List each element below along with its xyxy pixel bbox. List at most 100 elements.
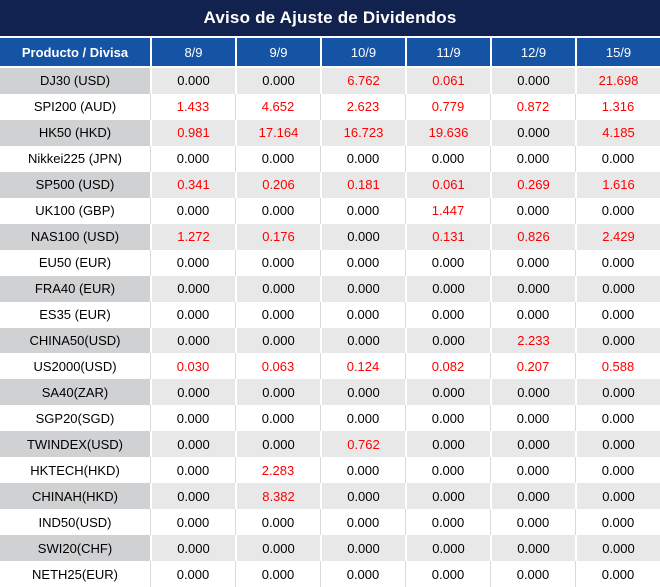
value-cell: 8.382 [235, 483, 320, 510]
value-cell: 19.636 [405, 119, 490, 146]
value-cell: 2.429 [575, 223, 660, 250]
value-cell: 0.000 [490, 535, 575, 562]
product-cell: NETH25(EUR) [32, 566, 118, 582]
product-cell: FRA40 (EUR) [0, 275, 150, 302]
value-cell: 0.000 [320, 561, 405, 587]
value-cell: 0.000 [405, 509, 490, 536]
value-cell: 0.000 [405, 535, 490, 562]
value-cell: 0.000 [320, 197, 405, 224]
value-cell: 0.000 [575, 561, 660, 587]
column-header-date-3: 10/9 [320, 38, 405, 66]
value-cell: 6.762 [320, 68, 405, 94]
table-body: DJ30 (USD) 0.000 0.000 6.762 0.061 0.000 21.69… [0, 68, 660, 587]
value-cell: 0.000 [405, 327, 490, 354]
value-cell: 0.176 [235, 223, 320, 250]
value-cell: 0.000 [235, 327, 320, 354]
value-cell: 0.082 [405, 353, 490, 380]
value-cell: 0.000 [320, 405, 405, 432]
value-cell: 0.000 [150, 249, 235, 276]
value-cell: 0.872 [490, 93, 575, 120]
value-cell: 0.000 [150, 535, 235, 562]
column-header-date-1: 8/9 [150, 38, 235, 66]
table-row: FRA40 (EUR) 0.000 0.000 0.000 0.000 0.000 0.00… [0, 275, 660, 302]
value-cell: 0.000 [150, 509, 235, 536]
product-cell: ES35 (EUR) [39, 307, 111, 323]
table-row: SGP20(SGD) 0.000 0.000 0.000 0.000 0.000 0.000 [0, 405, 660, 432]
page-title: Aviso de Ajuste de Dividendos [0, 0, 660, 38]
value-cell: 0.000 [235, 68, 320, 94]
value-cell: 0.000 [575, 379, 660, 406]
product-cell: Nikkei225 (JPN) [28, 151, 122, 167]
value-cell: 0.030 [150, 353, 235, 380]
value-cell: 2.623 [320, 93, 405, 120]
value-cell: 0.000 [490, 145, 575, 172]
value-cell: 0.061 [405, 171, 490, 198]
value-cell: 0.000 [575, 145, 660, 172]
value-cell: 0.000 [235, 275, 320, 302]
value-cell: 0.000 [150, 301, 235, 328]
value-cell: 0.000 [235, 301, 320, 328]
value-cell: 0.000 [320, 535, 405, 562]
value-cell: 0.000 [490, 431, 575, 458]
value-cell: 0.981 [150, 119, 235, 146]
value-cell: 0.000 [405, 275, 490, 302]
value-cell: 0.269 [490, 171, 575, 198]
value-cell: 0.000 [320, 327, 405, 354]
value-cell: 0.000 [490, 379, 575, 406]
table-header-row: Producto / Divisa 8/9 9/9 10/9 11/9 12/9… [0, 38, 660, 68]
value-cell: 0.000 [575, 431, 660, 458]
product-cell: SGP20(SGD) [35, 410, 115, 426]
value-cell: 0.000 [235, 379, 320, 406]
value-cell: 0.000 [320, 379, 405, 406]
product-cell: CHINA50(USD) [0, 327, 150, 354]
column-header-date-6: 15/9 [575, 38, 660, 66]
value-cell: 0.063 [235, 353, 320, 380]
value-cell: 0.000 [405, 561, 490, 587]
value-cell: 0.826 [490, 223, 575, 250]
value-cell: 0.000 [490, 68, 575, 94]
value-cell: 4.185 [575, 119, 660, 146]
value-cell: 0.000 [235, 509, 320, 536]
value-cell: 1.433 [150, 93, 235, 120]
value-cell: 0.000 [405, 483, 490, 510]
value-cell: 0.000 [490, 509, 575, 536]
value-cell: 0.000 [320, 457, 405, 484]
value-cell: 4.652 [235, 93, 320, 120]
product-cell: SWI20(CHF) [0, 535, 150, 562]
table-row: HKTECH(HKD) 0.000 2.283 0.000 0.000 0.000 0.00… [0, 457, 660, 484]
value-cell: 0.000 [235, 561, 320, 587]
value-cell: 1.316 [575, 93, 660, 120]
value-cell: 0.000 [405, 379, 490, 406]
column-header-product: Producto / Divisa [21, 44, 129, 60]
value-cell: 0.000 [150, 197, 235, 224]
value-cell: 0.000 [405, 249, 490, 276]
table-row: SP500 (USD) 0.341 0.206 0.181 0.061 0.269 1.61… [0, 171, 660, 198]
value-cell: 0.000 [575, 457, 660, 484]
value-cell: 0.000 [150, 145, 235, 172]
table-row: UK100 (GBP) 0.000 0.000 0.000 1.447 0.000 0.00… [0, 197, 660, 224]
value-cell: 0.000 [490, 457, 575, 484]
value-cell: 0.000 [575, 483, 660, 510]
table-row: TWINDEX(USD) 0.000 0.000 0.762 0.000 0.000 0.0… [0, 431, 660, 458]
value-cell: 0.000 [490, 561, 575, 587]
product-cell: SA40(ZAR) [0, 379, 150, 406]
product-cell: HK50 (HKD) [0, 119, 150, 146]
value-cell: 0.000 [320, 145, 405, 172]
table-row: IND50(USD) 0.000 0.000 0.000 0.000 0.000 0.000 [0, 509, 660, 536]
value-cell: 0.000 [235, 249, 320, 276]
value-cell: 0.131 [405, 223, 490, 250]
value-cell: 2.283 [235, 457, 320, 484]
column-header-date-2: 9/9 [235, 38, 320, 66]
product-cell: HKTECH(HKD) [30, 462, 120, 478]
value-cell: 0.061 [405, 68, 490, 94]
value-cell: 0.000 [320, 301, 405, 328]
value-cell: 0.000 [320, 509, 405, 536]
value-cell: 0.000 [150, 483, 235, 510]
product-cell: DJ30 (USD) [0, 68, 150, 94]
value-cell: 0.000 [575, 301, 660, 328]
value-cell: 0.181 [320, 171, 405, 198]
product-cell: TWINDEX(USD) [0, 431, 150, 458]
product-cell: SP500 (USD) [0, 171, 150, 198]
value-cell: 0.588 [575, 353, 660, 380]
value-cell: 0.000 [405, 431, 490, 458]
